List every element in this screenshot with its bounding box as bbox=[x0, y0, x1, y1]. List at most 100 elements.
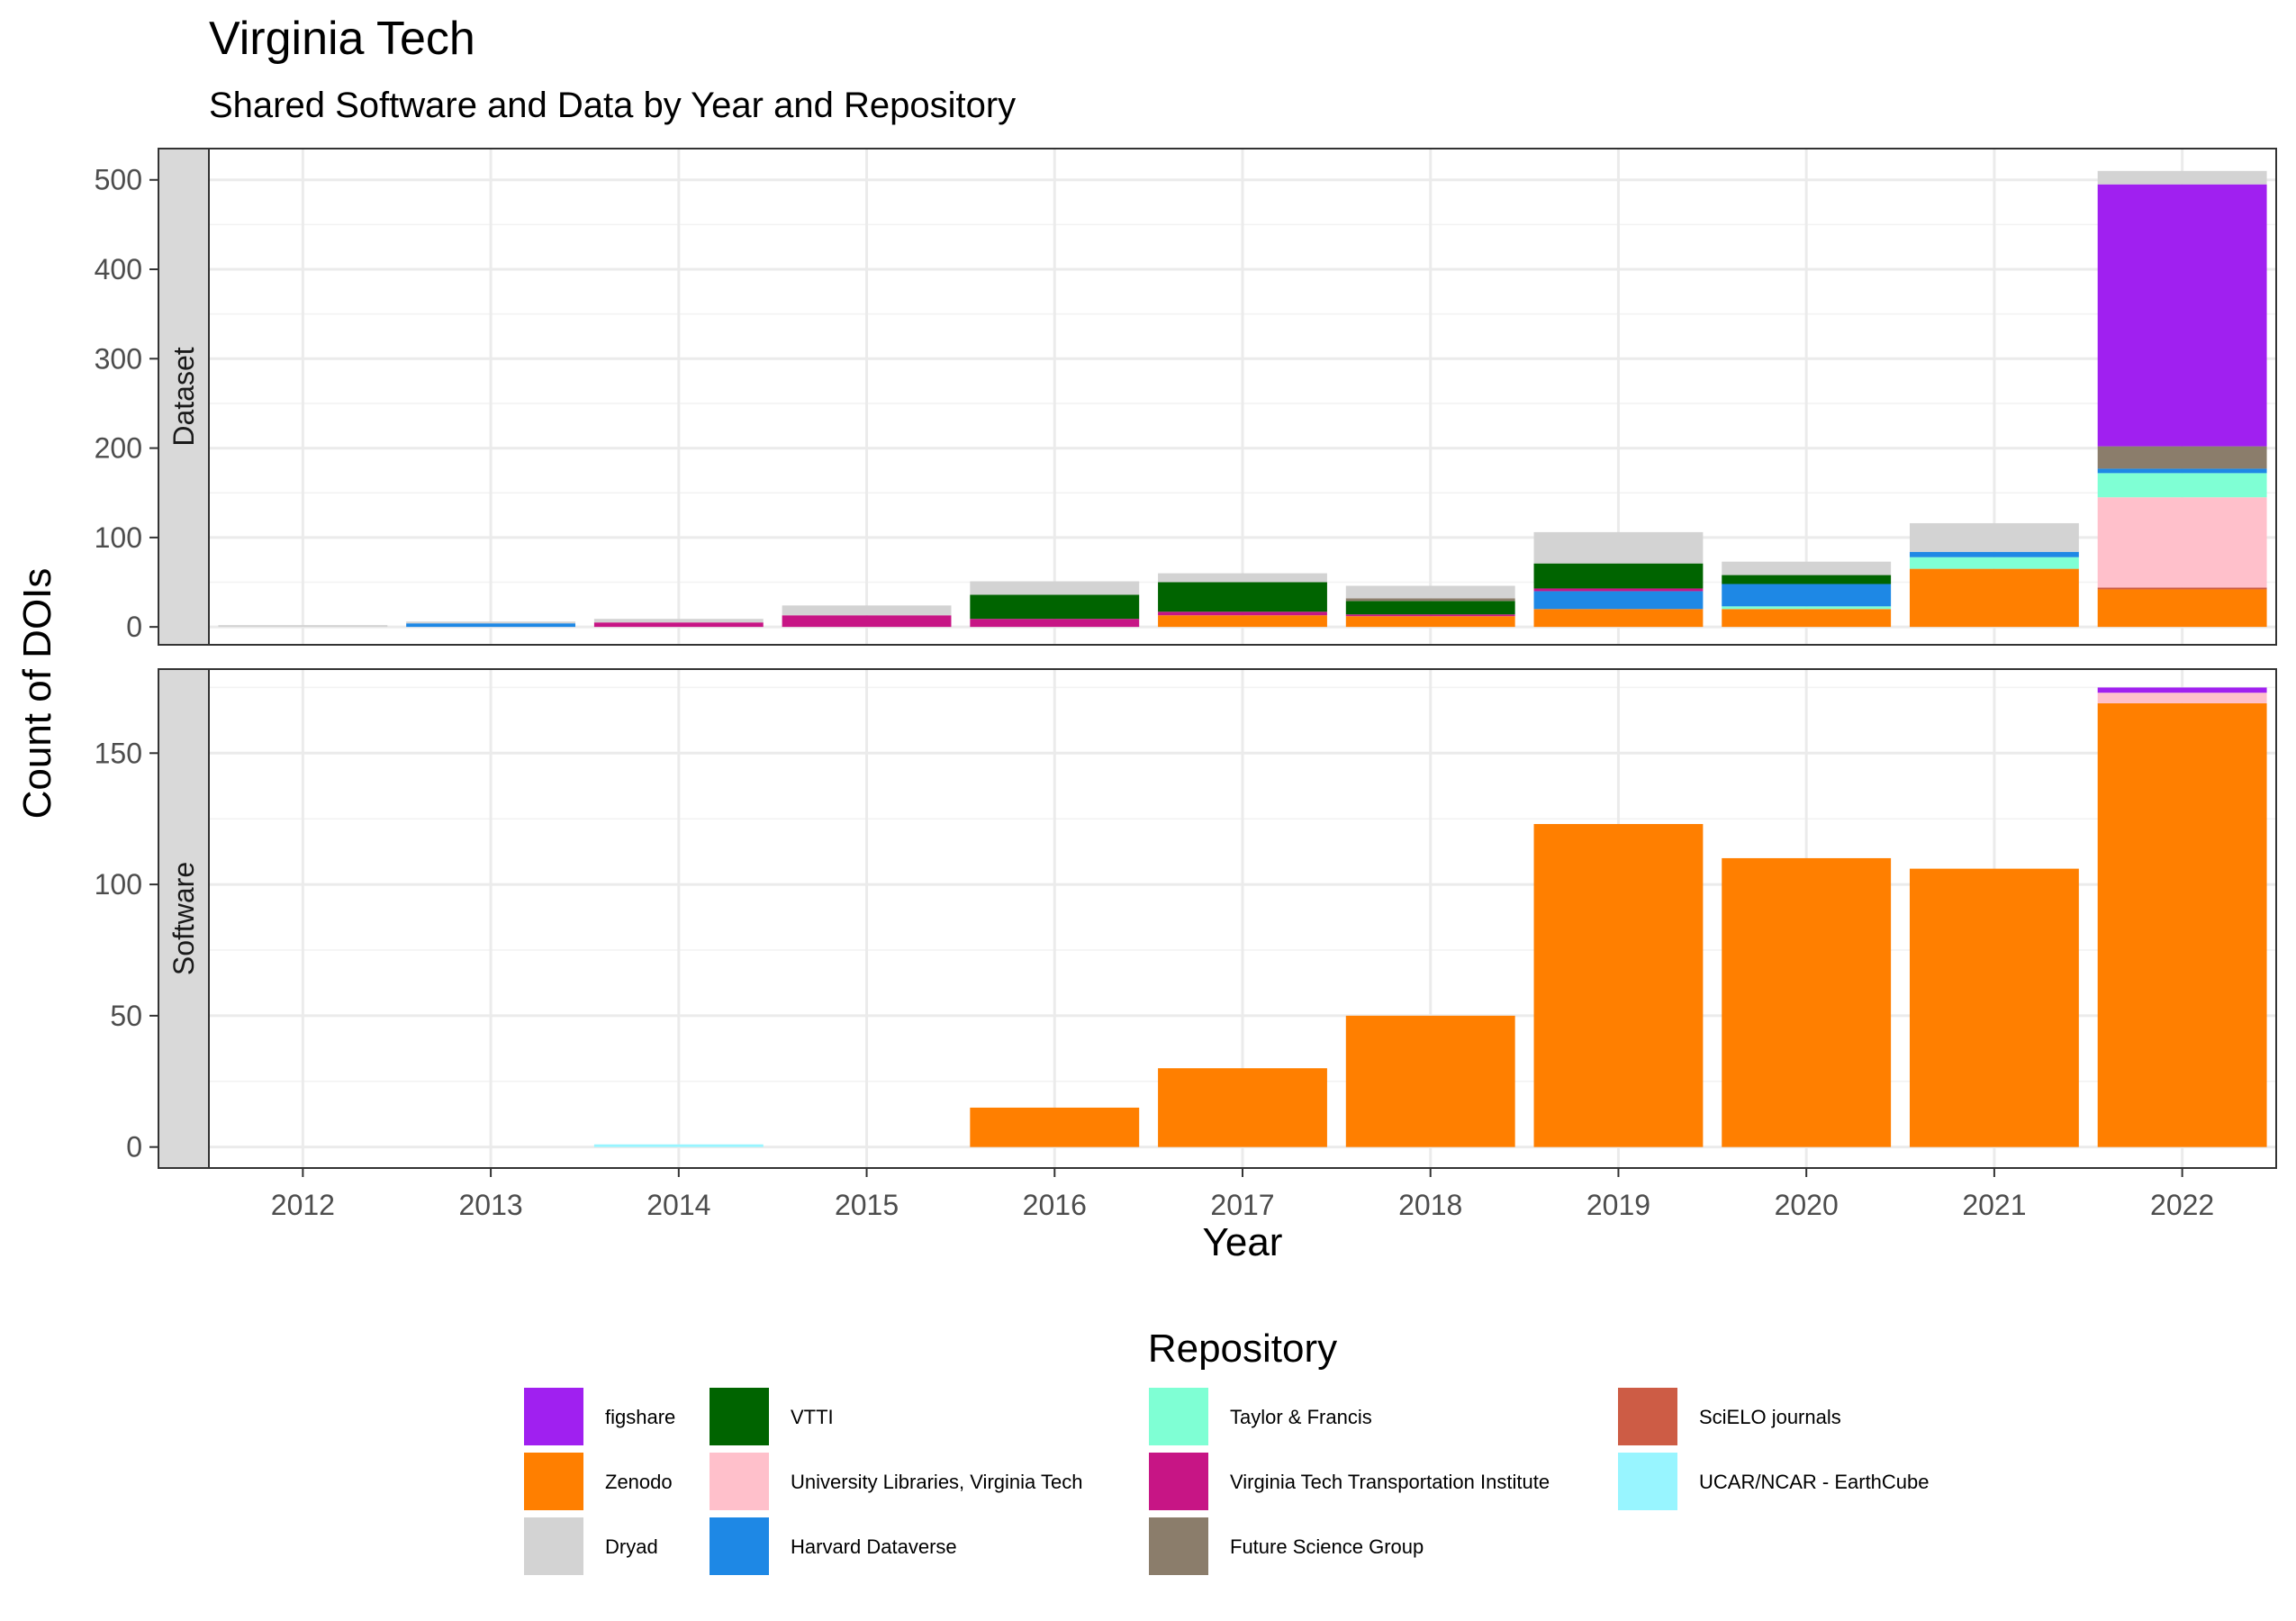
bar-software-2016-zenodo bbox=[970, 1107, 1140, 1147]
legend-key-university-libraries-virginia-tech bbox=[710, 1453, 769, 1510]
bar-dataset-2021-zenodo bbox=[1909, 568, 2079, 628]
bar-dataset-2018-virginia-tech-transportation-institute bbox=[1345, 614, 1515, 617]
bar-dataset-2022-harvard-dataverse bbox=[2097, 468, 2267, 474]
chart-subtitle: Shared Software and Data by Year and Rep… bbox=[209, 86, 1016, 125]
y-tick-label: 0 bbox=[126, 611, 142, 643]
bar-dataset-2022-university-libraries-virginia-tech bbox=[2097, 497, 2267, 588]
legend-label-vtti: VTTI bbox=[791, 1406, 834, 1428]
bar-dataset-2019-zenodo bbox=[1533, 609, 1704, 628]
panel-dataset: Dataset 0 100 200 300 400 500 bbox=[95, 148, 2277, 646]
y-tick-label: 0 bbox=[126, 1131, 142, 1164]
bar-dataset-2018-future-science-group bbox=[1345, 598, 1515, 602]
legend-label-virginia-tech-transportation-institute: Virginia Tech Transportation Institute bbox=[1230, 1471, 1550, 1493]
bar-dataset-2019-dryad bbox=[1533, 531, 1704, 564]
bar-dataset-2019-harvard-dataverse bbox=[1533, 591, 1704, 610]
x-axis-title: Year bbox=[1203, 1220, 1283, 1264]
bar-dataset-2020-vtti bbox=[1722, 575, 1892, 584]
bar-dataset-2017-vtti bbox=[1158, 582, 1327, 612]
bar-software-2018-zenodo bbox=[1345, 1015, 1515, 1147]
bar-dataset-2020-dryad bbox=[1722, 561, 1892, 575]
bar-dataset-2013-harvard-dataverse bbox=[406, 623, 576, 628]
strip-label-software: Software bbox=[167, 862, 200, 975]
bar-dataset-2018-zenodo bbox=[1345, 616, 1515, 628]
legend-key-ucar-ncar-earthcube bbox=[1618, 1453, 1677, 1510]
legend-label-harvard-dataverse: Harvard Dataverse bbox=[791, 1535, 957, 1558]
y-tick-label: 150 bbox=[95, 737, 142, 769]
legend-key-virginia-tech-transportation-institute bbox=[1149, 1453, 1208, 1510]
bar-software-2014-ucar-ncar-earthcube bbox=[593, 1144, 764, 1147]
bar-dataset-2019-vtti bbox=[1533, 563, 1704, 589]
legend-label-taylor-francis: Taylor & Francis bbox=[1230, 1406, 1372, 1428]
x-tick-label-2012: 2012 bbox=[271, 1189, 335, 1221]
bar-dataset-2022-scielo-journals bbox=[2097, 587, 2267, 590]
bar-software-2020-zenodo bbox=[1722, 857, 1892, 1147]
x-tick-label-2018: 2018 bbox=[1398, 1189, 1462, 1221]
legend-key-figshare bbox=[524, 1388, 583, 1445]
x-tick-label-2015: 2015 bbox=[835, 1189, 899, 1221]
strip-label-dataset: Dataset bbox=[167, 347, 200, 446]
panel-software: Software 0 50 100 150 bbox=[95, 668, 2277, 1169]
x-tick-label-2019: 2019 bbox=[1586, 1189, 1650, 1221]
strip-software bbox=[158, 668, 210, 1169]
bar-dataset-2017-virginia-tech-transportation-institute bbox=[1158, 611, 1327, 616]
bar-dataset-2013-dryad bbox=[406, 621, 576, 624]
bar-dataset-2021-taylor-francis bbox=[1909, 557, 2079, 569]
x-tick-label-2016: 2016 bbox=[1023, 1189, 1087, 1221]
bar-dataset-2022-dryad bbox=[2097, 170, 2267, 185]
bar-dataset-2018-dryad bbox=[1345, 585, 1515, 599]
legend-key-future-science-group bbox=[1149, 1517, 1208, 1575]
y-tick-label: 100 bbox=[95, 868, 142, 901]
x-tick-label-2013: 2013 bbox=[458, 1189, 522, 1221]
bar-dataset-2012-dryad bbox=[218, 625, 388, 628]
y-tick-label: 50 bbox=[110, 1000, 142, 1032]
strip-dataset bbox=[158, 148, 210, 646]
bar-dataset-2020-taylor-francis bbox=[1722, 606, 1892, 610]
legend-label-university-libraries-virginia-tech: University Libraries, Virginia Tech bbox=[791, 1471, 1082, 1493]
bar-software-2017-zenodo bbox=[1158, 1068, 1327, 1147]
legend-title: Repository bbox=[1148, 1327, 1337, 1371]
bar-software-2022-university-libraries-virginia-tech bbox=[2097, 693, 2267, 703]
legend-key-dryad bbox=[524, 1517, 583, 1575]
bar-dataset-2022-taylor-francis bbox=[2097, 473, 2267, 498]
legend-key-taylor-francis bbox=[1149, 1388, 1208, 1445]
bar-software-2021-zenodo bbox=[1909, 868, 2079, 1147]
legend-key-vtti bbox=[710, 1388, 769, 1445]
bar-dataset-2017-zenodo bbox=[1158, 615, 1327, 628]
x-tick-label-2017: 2017 bbox=[1210, 1189, 1274, 1221]
y-tick-label: 500 bbox=[95, 164, 142, 196]
bar-dataset-2015-dryad bbox=[782, 605, 952, 616]
x-tick-label-2020: 2020 bbox=[1775, 1189, 1839, 1221]
bar-dataset-2016-vtti bbox=[970, 594, 1140, 620]
bar-software-2022-zenodo bbox=[2097, 702, 2267, 1147]
legend-label-scielo-journals: SciELO journals bbox=[1699, 1406, 1841, 1428]
y-axis-title: Count of DOIs bbox=[15, 568, 59, 820]
bar-dataset-2021-harvard-dataverse bbox=[1909, 551, 2079, 557]
bar-dataset-2016-dryad bbox=[970, 581, 1140, 595]
x-tick-label-2021: 2021 bbox=[1962, 1189, 2026, 1221]
bar-software-2022-figshare bbox=[2097, 687, 2267, 693]
chart-title: Virginia Tech bbox=[209, 13, 475, 65]
legend-key-harvard-dataverse bbox=[710, 1517, 769, 1575]
legend-label-ucar-ncar-earthcube: UCAR/NCAR - EarthCube bbox=[1699, 1471, 1930, 1493]
x-axis-ticks: 2012 2013 2014 2015 2016 2017 2018 2019 2020 2021… bbox=[271, 1168, 2214, 1221]
bar-dataset-2017-dryad bbox=[1158, 573, 1327, 583]
bar-dataset-2021-dryad bbox=[1909, 522, 2079, 552]
bar-dataset-2016-virginia-tech-transportation-institute bbox=[970, 619, 1140, 628]
bar-dataset-2018-vtti bbox=[1345, 601, 1515, 615]
bar-dataset-2014-dryad bbox=[593, 619, 764, 623]
x-tick-label-2014: 2014 bbox=[646, 1189, 710, 1221]
y-tick-label: 200 bbox=[95, 432, 142, 465]
y-tick-label: 300 bbox=[95, 342, 142, 375]
legend-label-dryad: Dryad bbox=[605, 1535, 658, 1558]
bar-software-2019-zenodo bbox=[1533, 824, 1704, 1147]
panels: Dataset 0 100 200 300 400 500 Software 0 50 100 150 bbox=[95, 148, 2277, 1169]
legend-label-figshare: figshare bbox=[605, 1406, 675, 1428]
bar-dataset-2022-future-science-group bbox=[2097, 446, 2267, 469]
y-tick-label: 100 bbox=[95, 521, 142, 554]
bar-dataset-2020-harvard-dataverse bbox=[1722, 584, 1892, 607]
legend: Repository figshare Zenodo Dryad VTTI Univer… bbox=[524, 1327, 1930, 1575]
bar-dataset-2015-virginia-tech-transportation-institute bbox=[782, 615, 952, 628]
legend-key-zenodo bbox=[524, 1453, 583, 1510]
x-tick-label-2022: 2022 bbox=[2150, 1189, 2214, 1221]
